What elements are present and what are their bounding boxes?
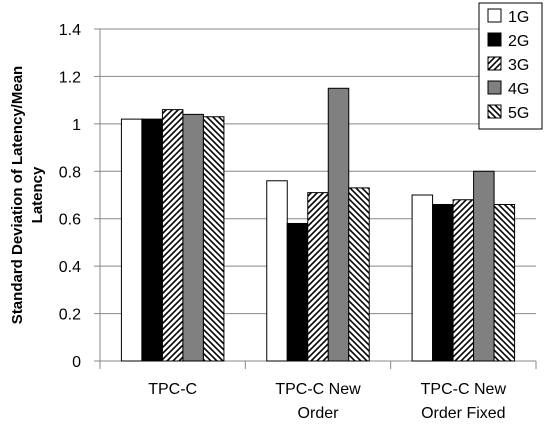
y-tick-label: 1.2 (59, 69, 81, 86)
bar-3G-2 (452, 199, 475, 362)
legend-label-4G: 4G (508, 81, 529, 98)
legend-swatch-2G (487, 32, 502, 47)
x-tick-label: TPC-C (148, 381, 197, 398)
x-tick-label: TPC-C New (275, 381, 361, 398)
legend-swatch-1G (487, 8, 502, 23)
legend-swatch-4G (487, 80, 502, 95)
bar-4G-1 (327, 87, 350, 362)
y-axis-label-line: Standard Deviation of Latency/Mean (9, 66, 26, 324)
y-tick-label: 0 (72, 354, 81, 371)
bar-5G-2 (493, 203, 516, 362)
y-tick-label: 0.6 (59, 212, 81, 229)
y-axis-label-line: Latency (29, 166, 46, 223)
y-tick-label: 0.8 (59, 164, 81, 181)
bar-5G-1 (348, 187, 370, 362)
bar-1G-0 (120, 118, 143, 362)
legend-label-1G: 1G (508, 9, 529, 26)
bar-2G-0 (141, 118, 163, 362)
bar-4G-0 (182, 113, 204, 362)
legend-swatch-5G (487, 104, 502, 119)
y-tick-label: 0.4 (59, 259, 81, 276)
bar-1G-2 (411, 194, 434, 362)
legend: 1G 2G 3G 4G 5G (478, 2, 543, 130)
bar-4G-2 (473, 170, 495, 362)
legend-label-3G: 3G (508, 57, 529, 74)
y-tick-label: 0.2 (59, 307, 81, 324)
bars (120, 87, 516, 362)
bar-2G-1 (286, 222, 309, 362)
x-tick-label: Order (298, 405, 340, 422)
legend-swatch-3G (487, 56, 502, 71)
bar-1G-1 (266, 180, 288, 362)
y-tick-label: 1.4 (59, 22, 81, 39)
x-tick-label: Order Fixed (421, 405, 505, 422)
bar-5G-0 (202, 116, 225, 362)
y-tick-labels: 0 0.2 0.4 0.6 0.8 1 1.2 1.4 (59, 22, 81, 371)
legend-label-5G: 5G (508, 105, 529, 122)
bar-2G-2 (432, 203, 454, 362)
y-tick-label: 1 (72, 117, 81, 134)
y-axis-label: Standard Deviation of Latency/Mean Latenc… (9, 66, 46, 324)
x-tick-label: TPC-C New (421, 381, 507, 398)
x-tick-labels: TPC-C TPC-C New Order TPC-C New Order Fixed (148, 381, 506, 422)
bar-3G-0 (161, 109, 184, 362)
legend-label-2G: 2G (508, 33, 529, 50)
bar-3G-1 (307, 192, 329, 362)
